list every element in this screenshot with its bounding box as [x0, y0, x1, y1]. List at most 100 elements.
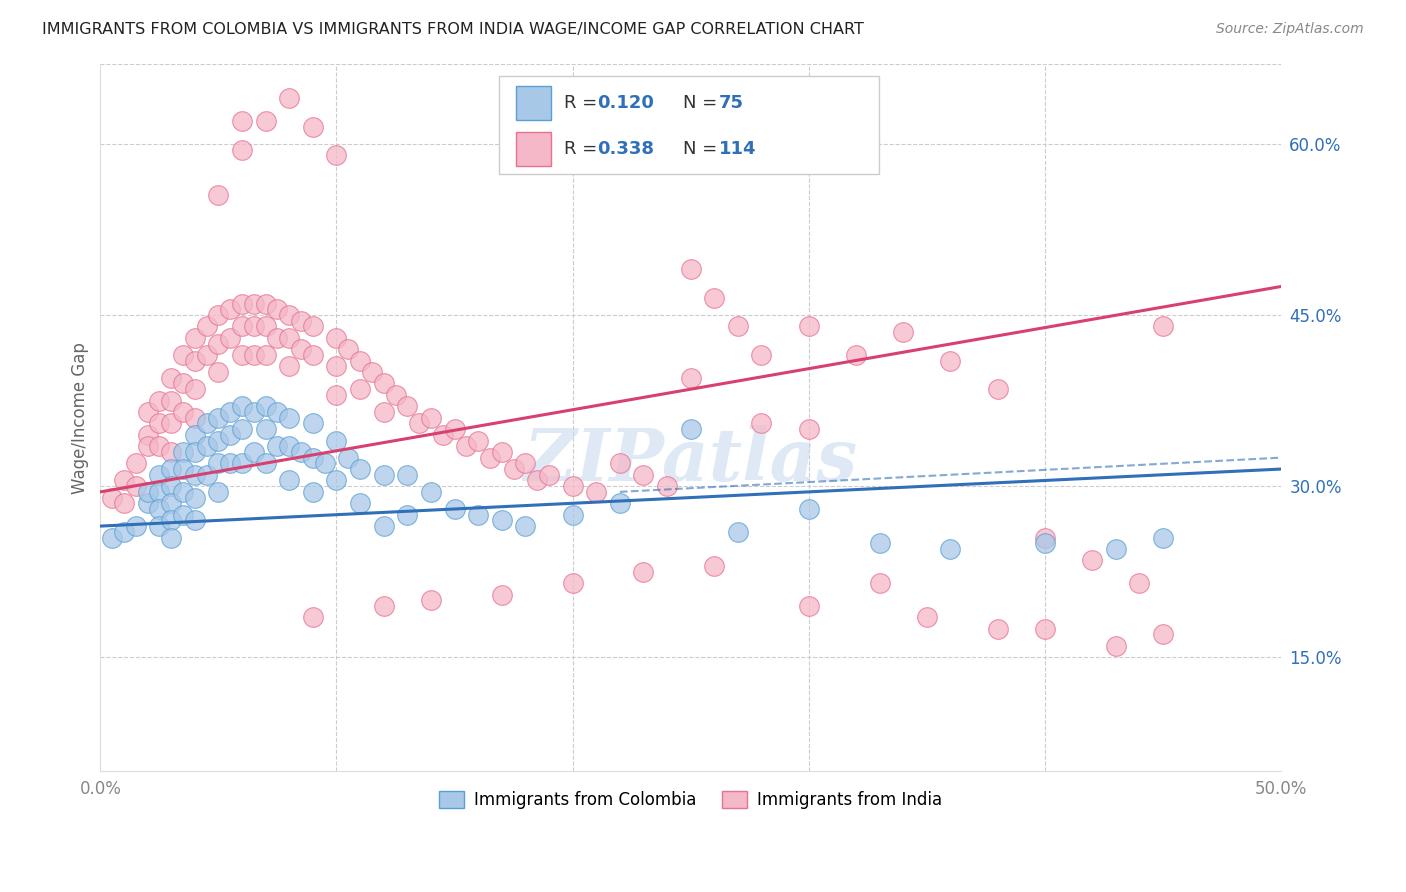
Point	[1105, 639, 1128, 653]
Point	[195, 467, 218, 482]
Point	[278, 474, 301, 488]
Point	[231, 114, 253, 128]
Point	[219, 302, 242, 317]
Point	[751, 348, 773, 362]
Point	[869, 576, 891, 591]
Point	[207, 308, 229, 322]
Point	[1105, 541, 1128, 556]
Point	[231, 348, 253, 362]
Point	[125, 519, 148, 533]
Point	[302, 450, 325, 465]
Point	[396, 467, 419, 482]
Point	[703, 559, 725, 574]
Point	[160, 371, 183, 385]
Point	[302, 319, 325, 334]
Point	[207, 188, 229, 202]
Point	[491, 513, 513, 527]
Point	[195, 439, 218, 453]
Point	[302, 484, 325, 499]
Point	[172, 445, 194, 459]
Point	[419, 484, 441, 499]
Point	[325, 148, 347, 162]
Point	[125, 479, 148, 493]
Point	[254, 319, 277, 334]
Point	[207, 434, 229, 448]
Point	[243, 405, 266, 419]
Point	[325, 331, 347, 345]
Point	[845, 348, 868, 362]
Text: R =: R =	[564, 95, 603, 112]
Point	[526, 474, 548, 488]
Text: 75: 75	[718, 95, 744, 112]
Point	[939, 541, 962, 556]
Point	[243, 296, 266, 310]
Point	[679, 422, 702, 436]
Point	[160, 531, 183, 545]
Point	[243, 319, 266, 334]
Point	[1033, 531, 1056, 545]
Point	[148, 484, 170, 499]
Point	[160, 462, 183, 476]
Text: N =: N =	[683, 140, 723, 159]
Point	[148, 417, 170, 431]
Point	[679, 371, 702, 385]
Point	[361, 365, 384, 379]
Point	[278, 359, 301, 374]
Text: 0.120: 0.120	[598, 95, 654, 112]
Point	[254, 348, 277, 362]
Point	[302, 610, 325, 624]
Point	[396, 508, 419, 522]
Point	[373, 519, 395, 533]
Point	[184, 331, 207, 345]
Point	[231, 319, 253, 334]
Point	[727, 524, 749, 539]
Point	[184, 353, 207, 368]
Point	[491, 588, 513, 602]
Point	[1152, 627, 1174, 641]
Point	[456, 439, 478, 453]
Point	[325, 359, 347, 374]
Point	[254, 400, 277, 414]
Point	[1033, 622, 1056, 636]
Point	[337, 450, 360, 465]
Point	[891, 325, 914, 339]
Point	[679, 262, 702, 277]
Point	[254, 296, 277, 310]
Point	[219, 427, 242, 442]
Point	[373, 599, 395, 613]
Point	[136, 427, 159, 442]
Point	[987, 622, 1010, 636]
Point	[1033, 536, 1056, 550]
Point	[337, 343, 360, 357]
Point	[278, 331, 301, 345]
Point	[561, 508, 583, 522]
Point	[1152, 531, 1174, 545]
Point	[419, 593, 441, 607]
Point	[184, 382, 207, 396]
Point	[195, 348, 218, 362]
Point	[373, 405, 395, 419]
Point	[184, 427, 207, 442]
Point	[254, 456, 277, 470]
Point	[278, 410, 301, 425]
Point	[195, 319, 218, 334]
Point	[278, 91, 301, 105]
Point	[148, 502, 170, 516]
Point	[373, 467, 395, 482]
Point	[408, 417, 430, 431]
Point	[254, 422, 277, 436]
Point	[254, 114, 277, 128]
Point	[112, 474, 135, 488]
Point	[207, 456, 229, 470]
Point	[797, 422, 820, 436]
Point	[419, 410, 441, 425]
Point	[302, 120, 325, 134]
Point	[231, 456, 253, 470]
Point	[172, 462, 194, 476]
Point	[633, 467, 655, 482]
Point	[349, 382, 371, 396]
Text: Source: ZipAtlas.com: Source: ZipAtlas.com	[1216, 22, 1364, 37]
Point	[432, 427, 454, 442]
Text: IMMIGRANTS FROM COLOMBIA VS IMMIGRANTS FROM INDIA WAGE/INCOME GAP CORRELATION CH: IMMIGRANTS FROM COLOMBIA VS IMMIGRANTS F…	[42, 22, 865, 37]
Point	[349, 353, 371, 368]
